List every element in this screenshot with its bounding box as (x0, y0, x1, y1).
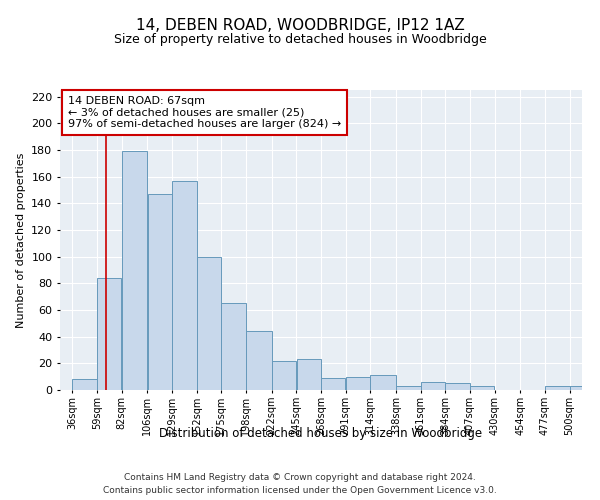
Bar (172, 180, 197, 390)
Y-axis label: Number of detached properties: Number of detached properties (16, 152, 26, 328)
Bar (246, 332, 272, 390)
Text: Contains HM Land Registry data © Crown copyright and database right 2024.: Contains HM Land Registry data © Crown c… (124, 472, 476, 482)
Bar (445, 384, 470, 390)
Text: 14, DEBEN ROAD, WOODBRIDGE, IP12 1AZ: 14, DEBEN ROAD, WOODBRIDGE, IP12 1AZ (136, 18, 464, 32)
Bar (545, 386, 569, 390)
Bar (321, 378, 346, 390)
Bar (97, 278, 121, 390)
Text: Size of property relative to detached houses in Woodbridge: Size of property relative to detached ho… (113, 32, 487, 46)
Bar (272, 360, 296, 390)
Bar (570, 386, 594, 390)
Bar (221, 304, 246, 390)
Bar (421, 382, 445, 390)
Bar (296, 360, 321, 390)
Bar (370, 376, 396, 390)
Bar (346, 376, 370, 390)
Bar (73, 380, 97, 390)
Text: Distribution of detached houses by size in Woodbridge: Distribution of detached houses by size … (160, 428, 482, 440)
Bar (148, 194, 172, 390)
Bar (197, 256, 221, 390)
Text: Contains public sector information licensed under the Open Government Licence v3: Contains public sector information licen… (103, 486, 497, 495)
Bar (122, 152, 147, 390)
Bar (470, 386, 494, 390)
Bar (396, 386, 421, 390)
Text: 14 DEBEN ROAD: 67sqm
← 3% of detached houses are smaller (25)
97% of semi-detach: 14 DEBEN ROAD: 67sqm ← 3% of detached ho… (68, 96, 341, 129)
